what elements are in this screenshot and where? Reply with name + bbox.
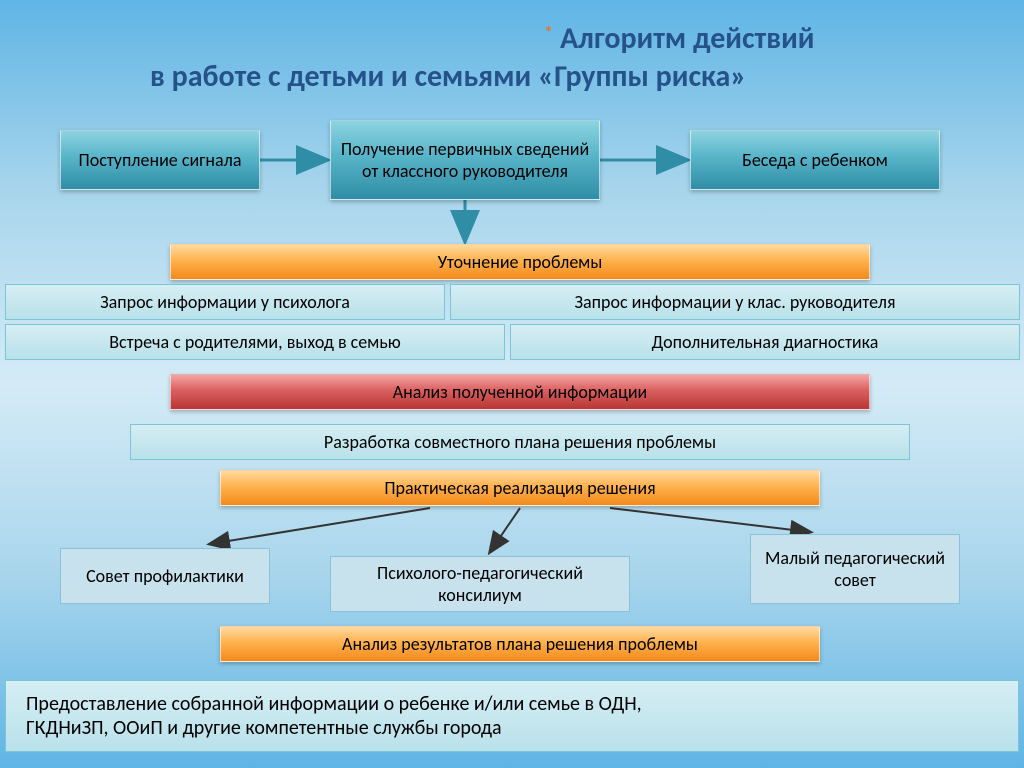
node-impl: Практическая реализация решения — [220, 470, 820, 506]
arrow-3 — [210, 508, 430, 544]
node-resultAnal: Анализ результатов плана решения проблем… — [220, 626, 820, 662]
node-council: Совет профилактики — [60, 548, 270, 604]
node-final: Предоставление собранной информации о ре… — [5, 680, 1019, 752]
title-line2: в работе с детьми и семьями «Группы риск… — [150, 58, 746, 95]
node-parents: Встреча с родителями, выход в семью — [5, 324, 505, 360]
node-primary: Получение первичных сведений от классног… — [330, 120, 600, 200]
node-reqPsy: Запрос информации у психолога — [5, 284, 445, 320]
title-line1: Алгоритм действий — [560, 20, 815, 57]
node-diag: Дополнительная диагностика — [510, 324, 1020, 360]
node-reqTeach: Запрос информации у клас. руководителя — [450, 284, 1020, 320]
arrow-4 — [490, 508, 520, 552]
node-signal: Поступление сигнала — [60, 130, 260, 190]
node-consilium: Психолого-педагогический консилиум — [330, 556, 630, 612]
node-plan: Разработка совместного плана решения про… — [130, 424, 910, 460]
node-pedcouncil: Малый педагогический совет — [750, 534, 960, 604]
title-star: * — [544, 22, 553, 44]
node-clarify: Уточнение проблемы — [170, 244, 870, 280]
arrow-5 — [610, 508, 810, 532]
node-talk: Беседа с ребенком — [690, 130, 940, 190]
node-analysis: Анализ полученной информации — [170, 374, 870, 410]
